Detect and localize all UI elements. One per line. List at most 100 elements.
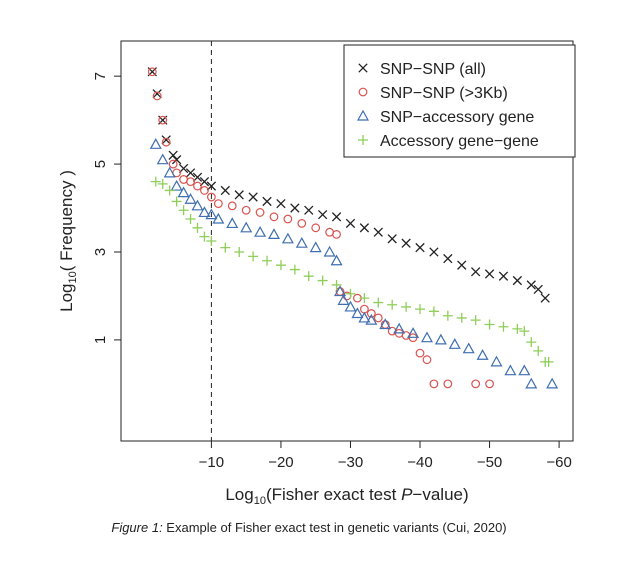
series-3-point xyxy=(351,307,364,319)
series-1-point xyxy=(443,253,453,264)
series-1-point xyxy=(401,238,411,248)
y-tick-label: 7 xyxy=(92,72,109,80)
series-2-point xyxy=(269,212,279,222)
series-1-point xyxy=(498,271,509,281)
series-4-point xyxy=(171,196,182,207)
series-4-point xyxy=(470,315,481,326)
series-3-point xyxy=(295,236,308,248)
series-3-point xyxy=(191,199,204,211)
series-4-point xyxy=(519,326,530,337)
series-2-point xyxy=(366,309,376,318)
series-3-point xyxy=(448,338,461,349)
series-3-point xyxy=(267,228,281,240)
series-1-point xyxy=(152,89,162,99)
series-1-point xyxy=(161,135,171,145)
series-4-point xyxy=(331,279,342,290)
series-4-point xyxy=(220,242,231,253)
series-3-point xyxy=(393,322,406,334)
series-3-point xyxy=(420,331,433,343)
series-3-point xyxy=(379,318,392,330)
legend-label-2: SNP−SNP (>3Kb) xyxy=(380,85,508,102)
legend-marker-2 xyxy=(358,87,368,97)
series-3-point xyxy=(170,179,183,191)
series-4-point xyxy=(192,222,203,233)
series-2-point xyxy=(147,67,157,77)
series-4-point xyxy=(359,293,370,304)
series-1-point xyxy=(526,280,536,290)
series-4-point xyxy=(234,246,245,257)
series-2-point xyxy=(485,379,494,389)
series-1-point xyxy=(206,181,217,191)
series-1-point xyxy=(220,185,230,196)
legend-box xyxy=(343,44,576,158)
series-4-point xyxy=(345,288,356,299)
series-4-point xyxy=(185,214,196,225)
x-tick-label: −20 xyxy=(268,454,293,471)
y-tick-label: 1 xyxy=(92,336,109,344)
series-1-point xyxy=(276,198,286,209)
series-1-point xyxy=(304,205,314,215)
series-3-point xyxy=(334,285,347,297)
series-4-point xyxy=(456,312,467,323)
legend-label-1: SNP−SNP (all) xyxy=(380,61,486,78)
series-1-point xyxy=(192,172,203,182)
series-2-point xyxy=(332,230,341,239)
series-2-point xyxy=(161,137,171,147)
series-3-point xyxy=(205,208,218,220)
series-3-point xyxy=(309,241,322,253)
series-2-point xyxy=(283,214,293,224)
legend: SNP−SNP (all) SNP−SNP (>3Kb) SNP−accessory… xyxy=(343,44,576,158)
series-3-point xyxy=(163,166,176,178)
series-1-point xyxy=(540,293,550,303)
series-1-point xyxy=(345,218,356,229)
legend-label-4: Accessory gene−gene xyxy=(380,133,539,150)
series-4-points xyxy=(150,176,554,367)
series-2-point xyxy=(373,313,383,323)
series-3-point xyxy=(546,377,559,389)
x-tick-label: −60 xyxy=(546,454,571,471)
series-4-point xyxy=(533,345,544,356)
x-tick-label: −30 xyxy=(338,454,363,471)
legend-marker-4 xyxy=(358,135,368,145)
series-3-point xyxy=(434,333,447,345)
series-4-point xyxy=(498,321,509,332)
series-3-point xyxy=(149,138,162,149)
series-4-point xyxy=(373,297,384,308)
series-3-point xyxy=(240,221,253,233)
series-3-point xyxy=(254,225,267,237)
caption-label: Figure 1: xyxy=(111,520,163,535)
y-axis: 1 3 5 7 xyxy=(92,72,121,344)
series-3-point xyxy=(337,294,350,305)
series-4-point xyxy=(248,251,259,262)
series-3-point xyxy=(198,206,211,218)
series-2-point xyxy=(311,223,321,233)
series-1-point xyxy=(178,163,189,174)
series-3-point xyxy=(330,254,343,266)
series-2-point xyxy=(241,205,251,215)
series-4-point xyxy=(178,205,189,216)
series-2-point xyxy=(429,379,439,389)
x-tick-label: −50 xyxy=(477,454,502,471)
series-3-point xyxy=(407,327,420,338)
series-4-point xyxy=(484,319,495,330)
series-2-point xyxy=(213,199,223,209)
series-1-point xyxy=(234,190,244,200)
series-3-point xyxy=(226,217,239,229)
series-4-point xyxy=(512,323,523,334)
series-3-point xyxy=(525,377,538,389)
series-4-point xyxy=(206,236,217,246)
series-3-point xyxy=(462,342,475,354)
x-tick-label: −10 xyxy=(199,454,224,471)
series-2-point xyxy=(158,115,168,125)
series-4-point xyxy=(157,178,168,189)
series-1-point xyxy=(457,260,467,270)
series-3-point xyxy=(323,245,336,257)
legend-marker-3 xyxy=(356,109,370,121)
series-1-point xyxy=(484,269,495,279)
series-4-point xyxy=(199,231,210,242)
series-3-point xyxy=(344,300,357,312)
series-4-point xyxy=(262,255,273,266)
series-4-point xyxy=(415,304,426,315)
series-4-point xyxy=(150,176,161,187)
series-1-point xyxy=(248,192,258,202)
